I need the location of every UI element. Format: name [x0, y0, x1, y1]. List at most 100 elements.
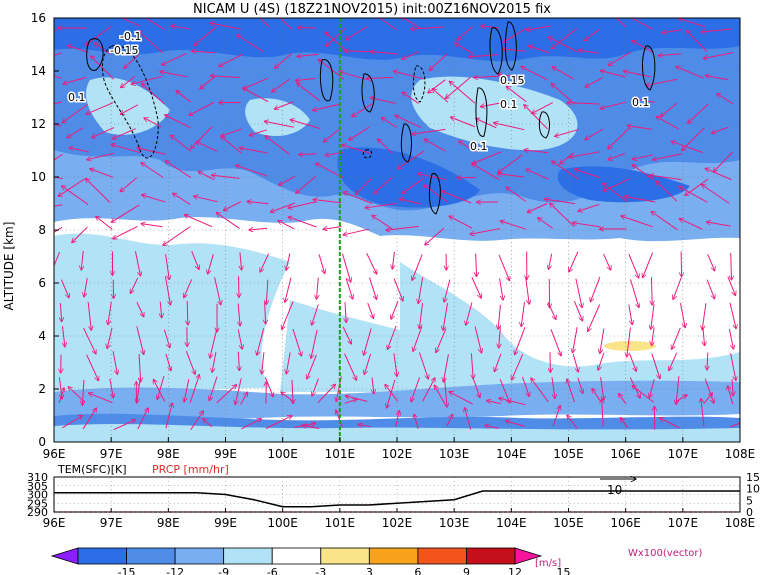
wind-vector — [411, 377, 420, 401]
wind-vector — [84, 277, 88, 297]
wind-vector — [732, 379, 733, 396]
wind-vector — [731, 252, 732, 280]
wind-vector — [288, 201, 316, 208]
wind-vector — [397, 150, 425, 169]
wind-vector — [240, 392, 248, 405]
x-tick-label: 102E — [382, 447, 413, 461]
wind-vector — [702, 184, 730, 204]
wind-vector — [402, 92, 419, 104]
wind-vector — [312, 378, 319, 396]
wind-vector — [730, 353, 736, 380]
wind-vector — [107, 327, 113, 349]
wind-vector — [325, 32, 347, 52]
contour-label: 0.1 — [632, 96, 650, 109]
wind-vector — [628, 253, 639, 278]
wind-vector — [608, 152, 626, 159]
wind-vector — [137, 408, 148, 430]
contour-5 — [412, 65, 426, 103]
wind-vector — [262, 352, 264, 374]
wind-vector — [728, 386, 734, 405]
surface-x-tick-label: 108E — [725, 516, 756, 530]
wind-vector — [524, 105, 548, 130]
surface-x-tick-label: 107E — [668, 516, 699, 530]
wind-vector — [138, 31, 164, 54]
wind-vector — [425, 227, 445, 245]
wind-vector — [198, 171, 215, 181]
wind-vector — [424, 185, 449, 203]
surface-left-tick-label: 300 — [27, 489, 48, 502]
wind-vector — [317, 384, 335, 404]
wind-vector — [113, 226, 138, 238]
wind-vector — [474, 326, 481, 353]
wind-vector — [364, 328, 372, 355]
wind-vector — [457, 26, 473, 40]
x-tick-label: 97E — [100, 447, 123, 461]
surface-left-tick-label: 295 — [27, 497, 48, 510]
wind-vector — [141, 163, 164, 179]
wind-vector — [635, 99, 656, 103]
wind-vector — [679, 219, 703, 230]
surface-x-tick-label: 96E — [43, 516, 66, 530]
colorbar-unit: [m/s] — [535, 558, 561, 569]
contour-label: -0.15 — [110, 44, 138, 57]
wind-vector — [164, 276, 170, 304]
wind-vector — [89, 393, 113, 404]
wind-vector — [137, 148, 166, 155]
wind-vector — [54, 52, 62, 56]
wind-vector — [323, 127, 342, 142]
wind-vector — [278, 221, 295, 230]
wind-vector — [345, 396, 368, 402]
wind-vector — [369, 277, 377, 300]
wind-vector — [378, 18, 397, 31]
wind-vector — [651, 353, 660, 379]
wind-vector — [243, 77, 268, 89]
colorbar-tick-label: 12 — [508, 566, 522, 575]
y-tick-label: 4 — [38, 329, 46, 343]
contour-3 — [319, 59, 334, 102]
wind-vector — [285, 277, 292, 303]
wind-vector — [701, 399, 705, 427]
wind-vector — [163, 329, 170, 348]
wind-vector — [472, 163, 500, 181]
wind-vector — [210, 329, 218, 358]
wind-vector — [272, 78, 290, 92]
wind-vector — [686, 31, 708, 52]
wind-vector — [649, 379, 655, 397]
colorbar-swatch — [174, 547, 225, 565]
wind-vector — [567, 103, 600, 104]
wind-vector — [497, 174, 524, 178]
wind-vector — [412, 254, 423, 280]
wind-vector — [115, 18, 141, 27]
wind-vector — [316, 163, 344, 179]
wind-vector — [165, 254, 170, 279]
wind-vector — [673, 277, 682, 299]
contour-7 — [428, 173, 441, 215]
wind-vector — [264, 376, 273, 397]
wind-vector — [649, 175, 682, 181]
wind-vector — [270, 202, 296, 212]
wind-vector — [163, 226, 191, 246]
wind-vector — [92, 127, 115, 138]
wind-vector — [194, 26, 217, 46]
wind-vector — [469, 55, 499, 57]
wind-vector — [505, 421, 525, 427]
wind-vector — [349, 126, 370, 140]
contour-6 — [400, 123, 412, 163]
contour-2 — [101, 44, 159, 159]
wind-vector — [602, 399, 604, 427]
wind-vector — [600, 377, 604, 400]
wind-vector — [728, 329, 733, 349]
wind-vector — [480, 102, 502, 107]
wind-vector — [311, 329, 318, 358]
wind-vector — [442, 191, 472, 204]
wind-vector — [529, 46, 550, 54]
wind-vector — [465, 408, 472, 430]
wind-vector — [544, 199, 576, 205]
wind-vector — [216, 385, 237, 404]
contour-8 — [475, 87, 488, 137]
wind-vector — [62, 104, 88, 123]
wind-vector — [498, 304, 500, 329]
temperature-line — [54, 490, 740, 508]
surface-x-tick-label: 100E — [267, 516, 298, 530]
x-tick-label: 100E — [267, 447, 298, 461]
